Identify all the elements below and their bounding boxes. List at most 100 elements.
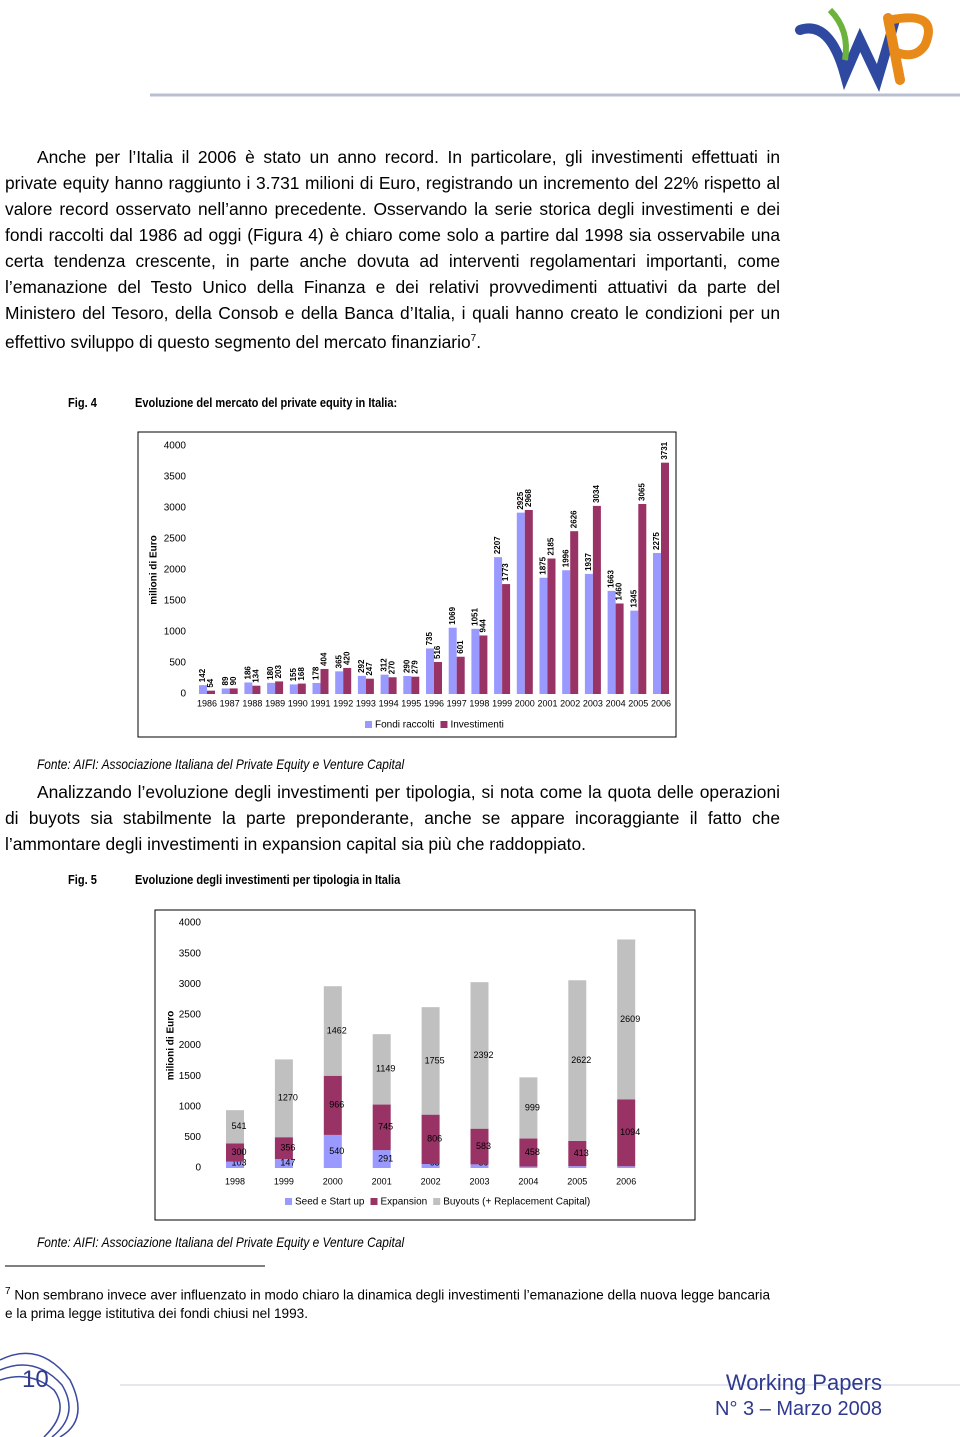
y-tick-label: 500: [184, 1132, 201, 1143]
bar-segment: [421, 1114, 440, 1165]
bar-segment: [372, 1104, 391, 1151]
value-label: 247: [365, 662, 374, 676]
value-label: 90: [229, 676, 238, 685]
value-label: 54: [206, 678, 215, 687]
bar: [471, 628, 480, 694]
footnote-text: Non sembrano invece aver influenzato in …: [5, 1287, 770, 1321]
x-tick-label: 1998: [469, 698, 489, 708]
bar: [357, 675, 366, 694]
value-label: 1996: [561, 549, 570, 567]
paragraph-end: .: [476, 331, 482, 352]
x-tick-label: 2004: [518, 1176, 538, 1186]
x-tick-label: 1991: [310, 698, 330, 708]
x-tick-label: 1993: [356, 698, 376, 708]
value-label: 1937: [584, 553, 593, 571]
value-label: 541: [231, 1121, 246, 1131]
value-label: 155: [289, 667, 298, 681]
y-tick-label: 1000: [179, 1101, 202, 1112]
bar: [638, 503, 647, 694]
bar: [275, 681, 284, 694]
bar: [289, 684, 298, 694]
x-tick-label: 1995: [401, 698, 421, 708]
bar-segment: [617, 939, 636, 1100]
value-label: 1663: [607, 570, 616, 588]
bar: [343, 667, 352, 694]
x-tick-label: 1988: [242, 698, 262, 708]
value-label: 2185: [547, 537, 556, 555]
bar-segment: [519, 1138, 538, 1167]
bar: [426, 648, 434, 694]
y-tick-label: 0: [180, 689, 186, 700]
bar-segment: [372, 1034, 391, 1105]
bar-segment: [226, 1143, 244, 1162]
x-tick-label: 1997: [447, 698, 467, 708]
value-label: 312: [380, 658, 389, 672]
bar: [448, 627, 457, 694]
chart-frame: [154, 909, 696, 1221]
value-label: 89: [221, 676, 230, 685]
x-tick-label: 1987: [220, 698, 240, 708]
value-label: 1875: [539, 556, 548, 574]
value-label: 999: [525, 1102, 540, 1112]
value-label: 583: [476, 1141, 491, 1151]
value-label: 186: [244, 666, 253, 680]
value-label: 944: [479, 619, 488, 633]
value-label: 966: [329, 1100, 344, 1110]
value-label: 458: [525, 1147, 540, 1157]
bar: [388, 677, 397, 694]
bar: [584, 573, 593, 694]
bar-segment: [617, 1099, 636, 1167]
bar: [403, 676, 412, 694]
value-label: 516: [433, 645, 442, 659]
bar-segment: [470, 982, 489, 1129]
x-tick-label: 2006: [651, 698, 671, 708]
y-tick-label: 3500: [164, 472, 187, 483]
x-tick-label: 1992: [333, 698, 353, 708]
figure-caption: Evoluzione del mercato del private equit…: [135, 395, 398, 410]
paragraph: Analizzando l’evoluzione degli investime…: [5, 782, 780, 854]
value-label: 1149: [376, 1064, 395, 1074]
value-label: 279: [410, 660, 419, 674]
bar: [267, 682, 276, 694]
legend-label: Investimenti: [450, 720, 503, 731]
bar: [502, 584, 511, 694]
y-tick-label: 3500: [179, 948, 202, 959]
bar: [539, 577, 548, 694]
value-label: 1755: [425, 1055, 445, 1065]
value-label: 1270: [278, 1093, 298, 1103]
footer-series: Working Papers: [725, 1370, 882, 1395]
figure-label: Fig. 4: [68, 395, 97, 410]
value-label: 178: [312, 666, 321, 680]
bar-segment: [226, 1110, 244, 1144]
x-tick-label: 1996: [424, 698, 444, 708]
x-tick-label: 1986: [197, 698, 217, 708]
x-tick-label: 1994: [379, 698, 399, 708]
paragraph-text: Anche per l’Italia il 2006 è stato un an…: [5, 147, 780, 352]
value-label: 413: [574, 1148, 589, 1158]
bar-segment: [274, 1158, 293, 1168]
bar-segment: [421, 1164, 440, 1168]
bar: [365, 678, 374, 694]
value-label: 292: [357, 659, 366, 673]
bar: [312, 682, 321, 694]
value-label: 1094: [620, 1127, 640, 1137]
x-tick-label: 1990: [288, 698, 308, 708]
bar: [207, 690, 215, 694]
bar-segment: [617, 1166, 636, 1168]
y-axis-label: milioni di Euro: [149, 535, 160, 604]
y-tick-label: 1500: [164, 596, 187, 607]
legend-label: Expansion: [381, 1197, 428, 1208]
x-tick-label: 2004: [606, 698, 626, 708]
bar: [547, 558, 556, 694]
bar: [630, 610, 639, 694]
value-label: 404: [320, 652, 329, 666]
value-label: 291: [378, 1153, 393, 1163]
x-tick-label: 1998: [225, 1176, 245, 1186]
x-tick-label: 2000: [323, 1176, 343, 1186]
value-label: 745: [378, 1122, 393, 1132]
value-label: 365: [334, 654, 343, 668]
bar: [516, 512, 525, 694]
page-number: 10: [22, 1366, 49, 1393]
bar: [494, 557, 503, 694]
